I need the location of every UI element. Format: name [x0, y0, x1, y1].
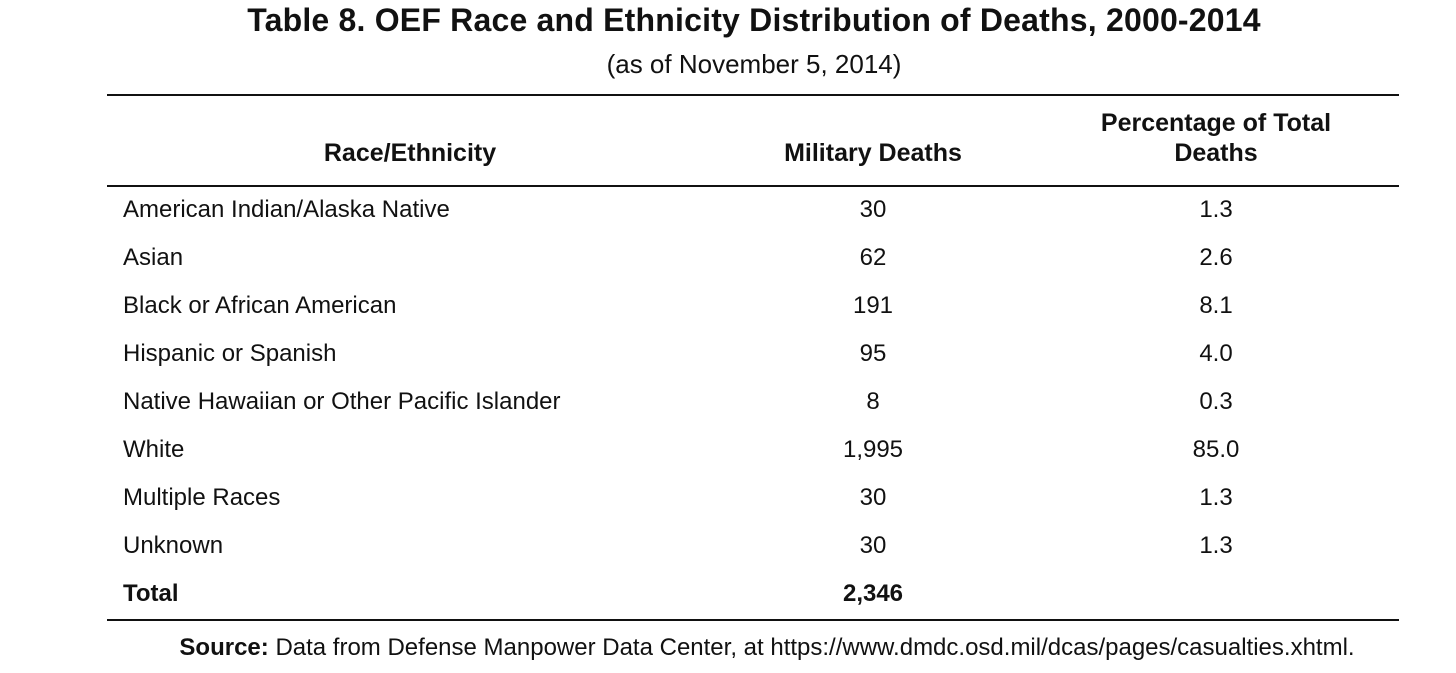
- table-row: Unknown 30 1.3: [0, 522, 1456, 570]
- percentage-cell: 1.3: [1199, 484, 1233, 511]
- percentage-cell: 1.3: [1199, 196, 1233, 223]
- deaths-cell: 8: [866, 388, 880, 415]
- race-cell: Native Hawaiian or Other Pacific Islande…: [123, 388, 561, 415]
- deaths-cell: 62: [859, 244, 887, 271]
- table-row: American Indian/Alaska Native 30 1.3: [0, 186, 1456, 234]
- header-race: Race/Ethnicity: [323, 139, 497, 167]
- table-title: Table 8. OEF Race and Ethnicity Distribu…: [247, 2, 1261, 38]
- percentage-cell: 8.1: [1199, 292, 1233, 319]
- header-percentage-line2: Deaths: [1174, 139, 1258, 167]
- source-note: Source: Data from Defense Manpower Data …: [0, 634, 1456, 662]
- source-text: Data from Defense Manpower Data Center, …: [275, 634, 1355, 661]
- percentage-cell: 2.6: [1199, 244, 1233, 271]
- deaths-cell: 95: [859, 340, 887, 367]
- top-rule: [107, 94, 1399, 96]
- header-rule: [107, 185, 1399, 187]
- race-cell: Multiple Races: [123, 484, 281, 511]
- table-row: Native Hawaiian or Other Pacific Islande…: [0, 378, 1456, 426]
- percentage-cell: 4.0: [1199, 340, 1233, 367]
- race-cell: Unknown: [123, 532, 224, 559]
- percentage-cell: 0.3: [1199, 388, 1233, 415]
- table-row: White 1,995 85.0: [0, 426, 1456, 474]
- deaths-cell: 30: [859, 532, 887, 559]
- race-cell: Hispanic or Spanish: [123, 340, 337, 367]
- deaths-cell: 30: [859, 484, 887, 511]
- source-label: Source:: [179, 634, 269, 661]
- total-deaths: 2,346: [842, 580, 904, 607]
- race-cell: American Indian/Alaska Native: [123, 196, 450, 223]
- header-military-deaths: Military Deaths: [784, 139, 962, 167]
- race-cell: Black or African American: [123, 292, 397, 319]
- header-percentage: Percentage of Total Deaths: [1066, 108, 1366, 168]
- race-cell: White: [123, 436, 185, 463]
- deaths-cell: 1,995: [842, 436, 904, 463]
- total-label: Total: [123, 580, 179, 607]
- table-row: Black or African American 191 8.1: [0, 282, 1456, 330]
- header-percentage-line1: Percentage of Total: [1100, 109, 1332, 137]
- table-row: Asian 62 2.6: [0, 234, 1456, 282]
- bottom-rule: [107, 619, 1399, 621]
- race-cell: Asian: [123, 244, 184, 271]
- deaths-cell: 191: [852, 292, 894, 319]
- table-subtitle: (as of November 5, 2014): [606, 49, 902, 79]
- table-row: Hispanic or Spanish 95 4.0: [0, 330, 1456, 378]
- table-row: Multiple Races 30 1.3: [0, 474, 1456, 522]
- total-row: Total 2,346: [0, 570, 1456, 618]
- deaths-cell: 30: [859, 196, 887, 223]
- percentage-cell: 1.3: [1199, 532, 1233, 559]
- percentage-cell: 85.0: [1192, 436, 1240, 463]
